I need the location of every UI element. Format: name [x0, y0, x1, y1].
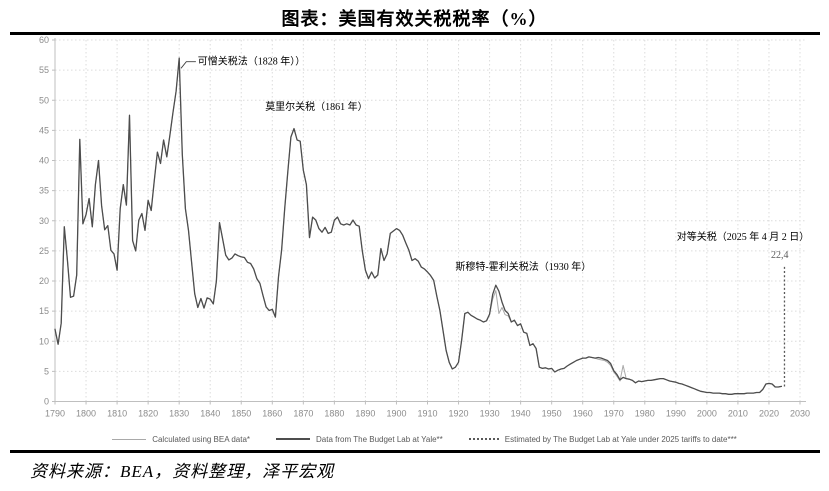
y-axis-label: 40: [39, 156, 49, 166]
annotation-abominations: 可憎关税法（1828 年））: [198, 55, 305, 68]
y-axis-label: 10: [39, 336, 49, 346]
x-axis-label: 1830: [169, 409, 189, 419]
x-axis-label: 1890: [355, 409, 375, 419]
x-axis-label: 1940: [511, 409, 531, 419]
x-axis-label: 1920: [449, 409, 469, 419]
x-axis-label: 1790: [45, 409, 65, 419]
annotation-smoot-hawley: 斯穆特-霍利关税法（1930 年）: [455, 260, 591, 273]
legend-swatch-icon: [468, 438, 499, 440]
legend-item-1: Data from The Budget Lab at Yale**: [276, 435, 443, 444]
x-axis-label: 1840: [200, 409, 220, 419]
x-axis-label: 2010: [728, 409, 748, 419]
y-axis-label: 25: [39, 246, 49, 256]
x-axis-label: 1980: [635, 409, 655, 419]
annotation-leader-line: [180, 61, 196, 69]
x-axis-label: 1910: [417, 409, 437, 419]
y-axis-label: 20: [39, 276, 49, 286]
y-axis-label: 35: [39, 186, 49, 196]
legend-label: Calculated using BEA data*: [152, 434, 251, 444]
x-axis-label: 1860: [262, 409, 282, 419]
y-axis-label: 55: [39, 65, 49, 75]
x-axis-label: 1990: [666, 409, 686, 419]
x-axis-label: 1930: [480, 409, 500, 419]
annotation-spike-value: 22,4: [771, 250, 789, 261]
x-axis-label: 1970: [604, 409, 624, 419]
legend-item-0: Calculated using BEA data*: [112, 435, 250, 444]
y-axis-label: 5: [44, 366, 49, 376]
x-axis-label: 1850: [231, 409, 251, 419]
legend-swatch-icon: [112, 438, 147, 440]
y-axis-label: 30: [39, 216, 49, 226]
x-axis-label: 1960: [573, 409, 593, 419]
top-divider: [10, 32, 820, 35]
legend-swatch-icon: [276, 438, 311, 440]
x-axis-label: 2000: [697, 409, 717, 419]
legend-label: Data from The Budget Lab at Yale**: [316, 434, 443, 444]
x-axis-label: 1880: [324, 409, 344, 419]
y-axis-label: 45: [39, 125, 49, 135]
legend-label: Estimated by The Budget Lab at Yale unde…: [504, 434, 737, 444]
x-axis-label: 2020: [759, 409, 779, 419]
y-axis-label: 0: [44, 397, 49, 407]
y-axis-label: 15: [39, 306, 49, 316]
bea-series-line: [54, 57, 782, 395]
x-axis-label: 1800: [76, 409, 96, 419]
x-axis-label: 1820: [138, 409, 158, 419]
chart-legend: Calculated using BEA data* Data from The …: [40, 431, 809, 447]
yale-series-line: [54, 57, 783, 395]
x-axis-label: 1900: [386, 409, 406, 419]
y-axis-label: 50: [39, 95, 49, 105]
x-axis-label: 2030: [790, 409, 810, 419]
x-axis-label: 1870: [293, 409, 313, 419]
y-axis-label: 60: [39, 35, 49, 45]
x-axis-label: 1950: [542, 409, 562, 419]
x-axis-label: 1810: [107, 409, 127, 419]
annotation-morrill: 莫里尔关税（1861 年）: [265, 100, 368, 113]
annotation-reciprocal: 对等关税（2025 年 4 月 2 日）: [677, 230, 810, 243]
source-note: 资料来源：BEA，资料整理，泽平宏观: [30, 462, 335, 481]
page-title: 图表：美国有效关税税率（%）: [281, 9, 548, 29]
legend-item-2: Estimated by The Budget Lab at Yale unde…: [468, 434, 737, 444]
bottom-divider: [10, 450, 820, 453]
